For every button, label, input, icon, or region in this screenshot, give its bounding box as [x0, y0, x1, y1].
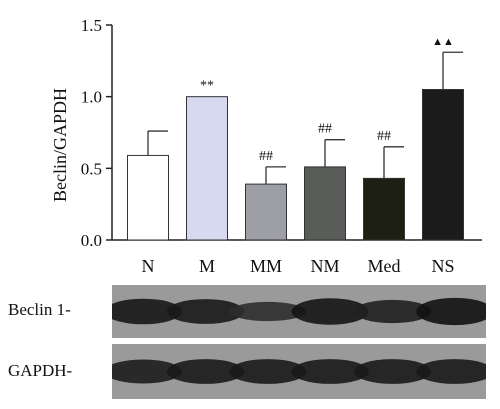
- bar-n: [127, 154, 169, 241]
- significance-markers: ** ## ## ## ▲▲: [200, 36, 454, 164]
- blot-band: [112, 298, 182, 325]
- bar-mm: [245, 183, 287, 241]
- blot-gapdh-bands: [112, 359, 486, 384]
- significance-med: ##: [377, 129, 391, 144]
- significance-mm: ##: [259, 149, 273, 164]
- blot-gapdh: [112, 344, 486, 399]
- bar-m: [186, 96, 228, 241]
- bar-med: [363, 177, 405, 241]
- y-tick-label: 1.0: [81, 88, 102, 107]
- y-axis-label: Beclin/GAPDH: [50, 88, 70, 202]
- bar-ns: [422, 89, 464, 241]
- significance-nm: ##: [318, 122, 332, 137]
- blot-band: [291, 298, 369, 325]
- bars: [127, 89, 464, 241]
- y-tick-label: 0.5: [81, 159, 102, 178]
- x-tick-label-n: N: [142, 256, 155, 276]
- x-tick-label-m: M: [199, 256, 215, 276]
- x-tick-label-mm: MM: [250, 256, 282, 276]
- y-tick-label: 1.5: [81, 16, 102, 35]
- x-tick-label-nm: NM: [310, 256, 339, 276]
- blot-band: [353, 299, 432, 324]
- error-bars: [147, 51, 463, 185]
- significance-m: **: [200, 79, 214, 94]
- significance-ns: ▲▲: [432, 36, 454, 48]
- blot-label-gapdh: GAPDH-: [8, 361, 73, 380]
- blot-band: [229, 359, 307, 384]
- blot-label-beclin: Beclin 1-: [8, 300, 71, 319]
- blot-band: [166, 299, 245, 324]
- x-tick-label-med: Med: [368, 256, 401, 276]
- blot-band: [291, 359, 369, 384]
- x-tick-label-ns: NS: [431, 256, 454, 276]
- bar-chart: 0.00.51.01.5 **#### ##▲▲ N M MM NM Med NS Becl…: [50, 16, 482, 276]
- blot-band: [416, 359, 486, 384]
- bar-nm: [304, 166, 346, 241]
- blot-band: [112, 359, 182, 384]
- blot-band: [166, 359, 245, 384]
- y-tick-label: 0.0: [81, 231, 102, 250]
- blot-band: [229, 301, 307, 322]
- y-axis: 0.0 0.5 1.0 1.5: [81, 16, 482, 250]
- blot-band: [353, 359, 432, 384]
- blot-beclin: [112, 285, 486, 338]
- blot-band: [416, 297, 486, 326]
- blot-beclin-bands: [112, 297, 486, 326]
- x-tick-labels: N M MM NM Med NS: [142, 256, 455, 276]
